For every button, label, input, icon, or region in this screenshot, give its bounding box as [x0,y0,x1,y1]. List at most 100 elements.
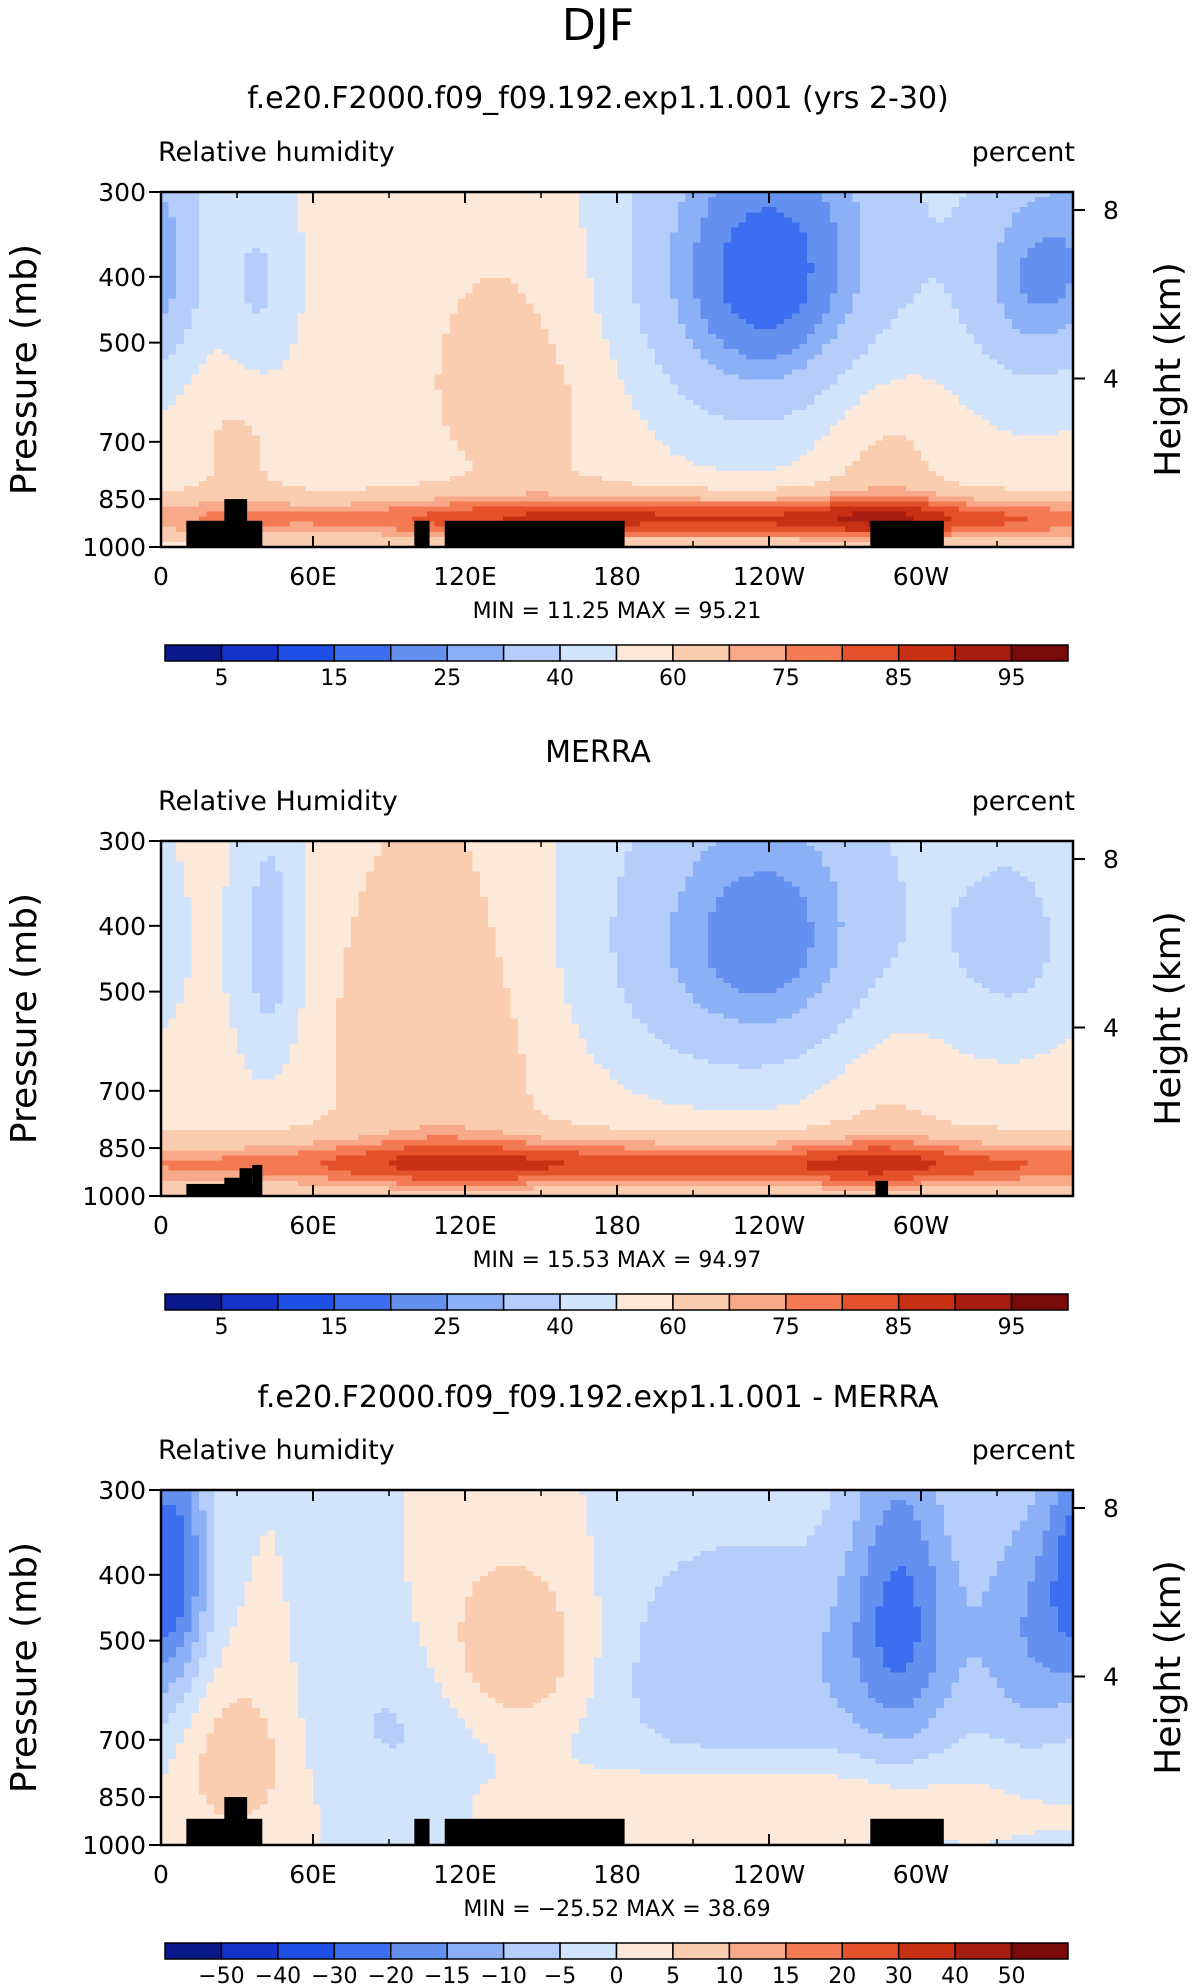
colorbar-label: 20 [828,1964,856,1987]
colorbar-swatch [446,644,505,662]
colorbar-swatch [277,1942,336,1960]
colorbar-label: 30 [885,1964,913,1987]
y2-axis-label: Height (km) [1148,1560,1189,1774]
x-tick-label: 60E [289,1860,337,1889]
colorbar-label: 5 [214,666,228,691]
x-tick-label: 180 [593,1860,641,1889]
variable-label: Relative humidity [158,137,395,168]
chart-panel-2: MERRA Relative Humidity percent 0 60E 120E 180… [4,735,1189,1340]
contour-field [161,1490,1074,1846]
colorbar: 5 15 25 40 60 75 85 95 [164,644,1069,691]
colorbar-swatch [672,644,731,662]
panel-title: MERRA [545,735,651,770]
colorbar-swatch [897,1293,956,1311]
colorbar-label: 75 [772,666,800,691]
colorbar-label: 50 [998,1964,1026,1987]
min-max-text: MIN = 15.53 MAX = 94.97 [473,1248,762,1273]
colorbar-label: 25 [433,666,461,691]
x-tick-label: 60W [893,1860,950,1889]
y-tick-label: 700 [98,1077,146,1106]
colorbar-swatch [954,1293,1013,1311]
colorbar-label: 40 [546,1315,574,1340]
topography-mask [239,1168,253,1196]
y-tick-label: 1000 [82,533,146,562]
y-tick-label: 400 [98,263,146,292]
colorbar-swatch [164,644,223,662]
colorbar-swatch [954,644,1013,662]
units-label: percent [972,786,1075,817]
y2-axis-label: Height (km) [1148,262,1189,476]
topography-mask [414,520,430,547]
figure-suptitle: DJF [562,0,634,51]
topography-mask [252,1164,263,1196]
y2-tick-label: 4 [1103,1014,1119,1043]
colorbar-swatch [1010,1293,1069,1311]
colorbar-label: 60 [659,1315,687,1340]
y-tick-label: 300 [98,1476,146,1505]
y-tick-label: 500 [98,329,146,358]
y2-tick-label: 8 [1103,845,1119,874]
y-tick-label: 850 [98,1134,146,1163]
topography-mask [870,1818,944,1845]
x-tick-label: 0 [153,562,169,591]
colorbar-label: −20 [368,1964,414,1987]
colorbar-label: 15 [320,1315,348,1340]
colorbar-swatch [1010,644,1069,662]
topography-mask [875,1180,889,1196]
x-tick-label: 0 [153,1860,169,1889]
x-tick-label: 120W [733,1211,805,1240]
y2-tick-label: 4 [1103,365,1119,394]
colorbar-swatch [559,1942,618,1960]
x-tick-label: 120W [733,562,805,591]
units-label: percent [972,137,1075,168]
x-tick-label: 120E [433,562,497,591]
y-tick-label: 400 [98,912,146,941]
contour-field [161,192,1074,548]
colorbar-swatch [333,1293,392,1311]
panel-title: f.e20.F2000.f09_f09.192.exp1.1.001 (yrs … [247,81,949,116]
colorbar-swatch [220,1293,279,1311]
colorbar-swatch [615,1293,674,1311]
x-tick-label: 120E [433,1860,497,1889]
colorbar-swatch [728,1293,787,1311]
colorbar-swatch [390,1293,448,1311]
colorbar-swatch [446,1942,505,1960]
colorbar-swatch [502,1293,561,1311]
y-tick-label: 1000 [82,1182,146,1211]
colorbar-label: −10 [480,1964,526,1987]
y-tick-label: 1000 [82,1831,146,1860]
colorbar: −50 −40 −30 −20 −15 −10 −5 0 5 10 15 20 30 40 50 [164,1942,1069,1987]
colorbar-swatch [1010,1942,1069,1960]
min-max-text: MIN = −25.52 MAX = 38.69 [463,1897,770,1922]
y-tick-label: 300 [98,178,146,207]
colorbar-swatch [954,1942,1013,1960]
colorbar-swatch [785,1942,843,1960]
colorbar-label: 5 [214,1315,228,1340]
y-tick-label: 850 [98,485,146,514]
y2-axis-label: Height (km) [1148,911,1189,1125]
x-tick-label: 60W [893,562,950,591]
colorbar-swatch [672,1293,731,1311]
x-tick-label: 60W [893,1211,950,1240]
colorbar-label: −30 [311,1964,357,1987]
y-axis-label: Pressure (mb) [4,893,45,1144]
colorbar-swatch [277,1293,336,1311]
colorbar-swatch [390,1942,448,1960]
x-tick-label: 180 [593,562,641,591]
colorbar-label: 85 [885,666,913,691]
y-tick-label: 850 [98,1783,146,1812]
colorbar-swatch [502,1942,561,1960]
y-axis-label: Pressure (mb) [4,244,45,495]
topography-mask [870,520,944,547]
colorbar-swatch [785,644,843,662]
topography-mask [414,1818,430,1845]
colorbar-swatch [615,1942,674,1960]
colorbar: 5 15 25 40 60 75 85 95 [164,1293,1069,1340]
colorbar-label: 40 [941,1964,969,1987]
colorbar-swatch [164,1293,223,1311]
x-tick-label: 120W [733,1860,805,1889]
colorbar-swatch [785,1293,843,1311]
x-tick-label: 60E [289,562,337,591]
colorbar-label: 0 [610,1964,624,1987]
colorbar-swatch [559,644,618,662]
